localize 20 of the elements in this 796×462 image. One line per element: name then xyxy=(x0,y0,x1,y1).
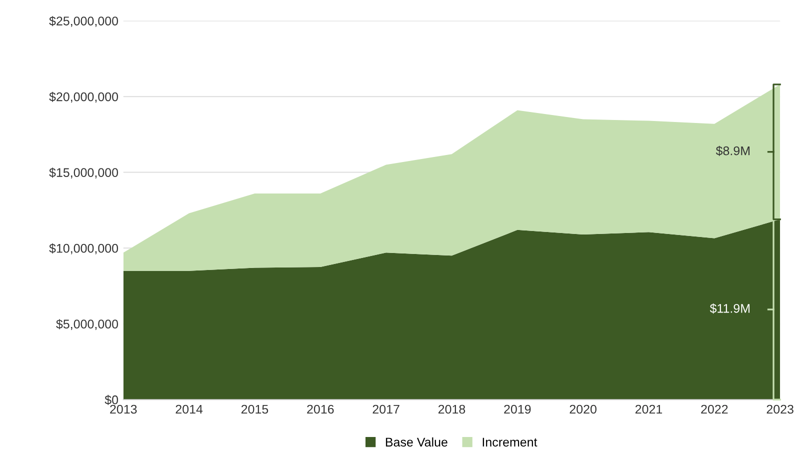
y-tick-label: $0 xyxy=(104,394,118,406)
x-tick-label: 2021 xyxy=(635,404,662,414)
x-tick-label: 2020 xyxy=(570,404,596,414)
x-tick-label: 2019 xyxy=(504,404,531,414)
y-tick-label: $20,000,000 xyxy=(49,92,118,103)
x-tick-label: 2022 xyxy=(701,404,728,414)
annotation: $8.9M xyxy=(716,146,750,156)
legend-label: Increment xyxy=(482,438,538,447)
y-tick-label: $10,000,000 xyxy=(49,243,118,254)
y-tick-label: $25,000,000 xyxy=(49,16,118,27)
y-tick-label: $5,000,000 xyxy=(56,319,118,330)
y-tick-label: $15,000,000 xyxy=(49,168,118,178)
x-tick-label: 2016 xyxy=(307,404,334,414)
legend-label: Base Value xyxy=(386,437,448,447)
x-tick-label: 2017 xyxy=(372,404,400,414)
x-tick-label: 2023 xyxy=(766,404,794,414)
x-tick-label: 2015 xyxy=(241,404,268,414)
x-tick-label: 2014 xyxy=(176,404,203,414)
x-tick-label: 2013 xyxy=(110,404,137,414)
x-tick-label: 2018 xyxy=(438,404,466,414)
